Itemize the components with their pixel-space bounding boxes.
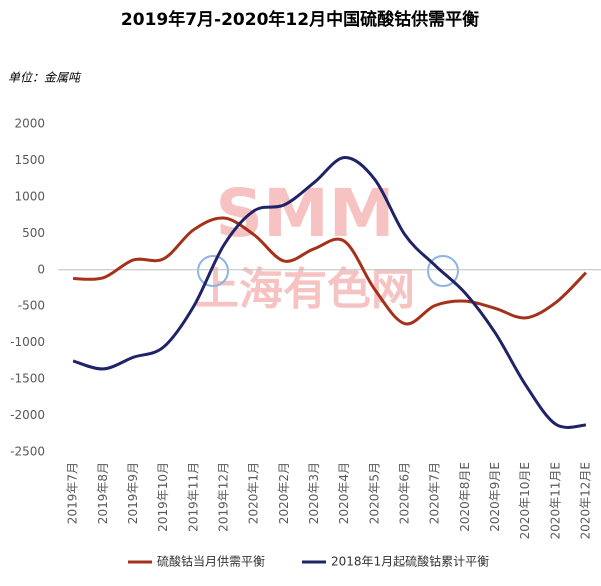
- highlight-circle: [197, 255, 229, 287]
- y-tick-label: 1000: [14, 189, 45, 203]
- y-tick-label: 2000: [14, 117, 45, 131]
- x-tick-label: 2019年8月: [96, 462, 110, 524]
- x-tick-label: 2019年12月: [216, 462, 230, 532]
- x-tick-label: 2020年8月E: [458, 462, 472, 532]
- legend-label: 硫酸钴当月供需平衡: [157, 554, 265, 569]
- highlight-circle: [427, 255, 459, 287]
- x-tick-label: 2019年10月: [156, 462, 170, 532]
- x-tick-label: 2020年2月: [277, 462, 291, 524]
- line: [72, 156, 587, 429]
- x-tick-label: 2019年9月: [126, 462, 140, 524]
- x-tick-label: 2019年7月: [66, 462, 80, 524]
- chart-title: 2019年7月-2020年12月中国硫酸钴供需平衡: [121, 9, 479, 30]
- x-tick-label: 2020年7月: [428, 462, 442, 524]
- legend-label: 2018年1月起硫酸钴累计平衡: [331, 554, 489, 569]
- x-tick-label: 2020年10月E: [518, 462, 532, 539]
- x-tick-label: 2020年5月: [367, 462, 381, 524]
- x-tick-label: 2020年4月: [337, 462, 351, 524]
- x-tick-label: 2020年3月: [307, 462, 321, 524]
- y-tick-label: 500: [22, 226, 45, 240]
- y-tick-label: 0: [37, 262, 45, 276]
- x-tick-label: 2020年12月E: [578, 462, 592, 539]
- y-tick-label: -1500: [10, 372, 45, 386]
- y-tick-label: -2000: [10, 408, 45, 422]
- x-tick-label: 2020年9月E: [488, 462, 502, 532]
- watermark: 上海有色网: [195, 264, 415, 315]
- line: [73, 216, 587, 326]
- unit-label: 单位：金属吨: [8, 71, 82, 85]
- x-tick-label: 2019年11月: [186, 462, 200, 532]
- x-tick-label: 2020年1月: [247, 462, 261, 524]
- x-tick-label: 2020年11月E: [548, 462, 562, 539]
- y-tick-label: -500: [18, 299, 45, 313]
- watermark: SMM: [216, 175, 395, 252]
- y-tick-label: -1000: [10, 335, 45, 349]
- y-tick-label: 1500: [14, 153, 45, 167]
- x-tick-label: 2020年6月: [397, 462, 411, 524]
- y-tick-label: -2500: [10, 445, 45, 459]
